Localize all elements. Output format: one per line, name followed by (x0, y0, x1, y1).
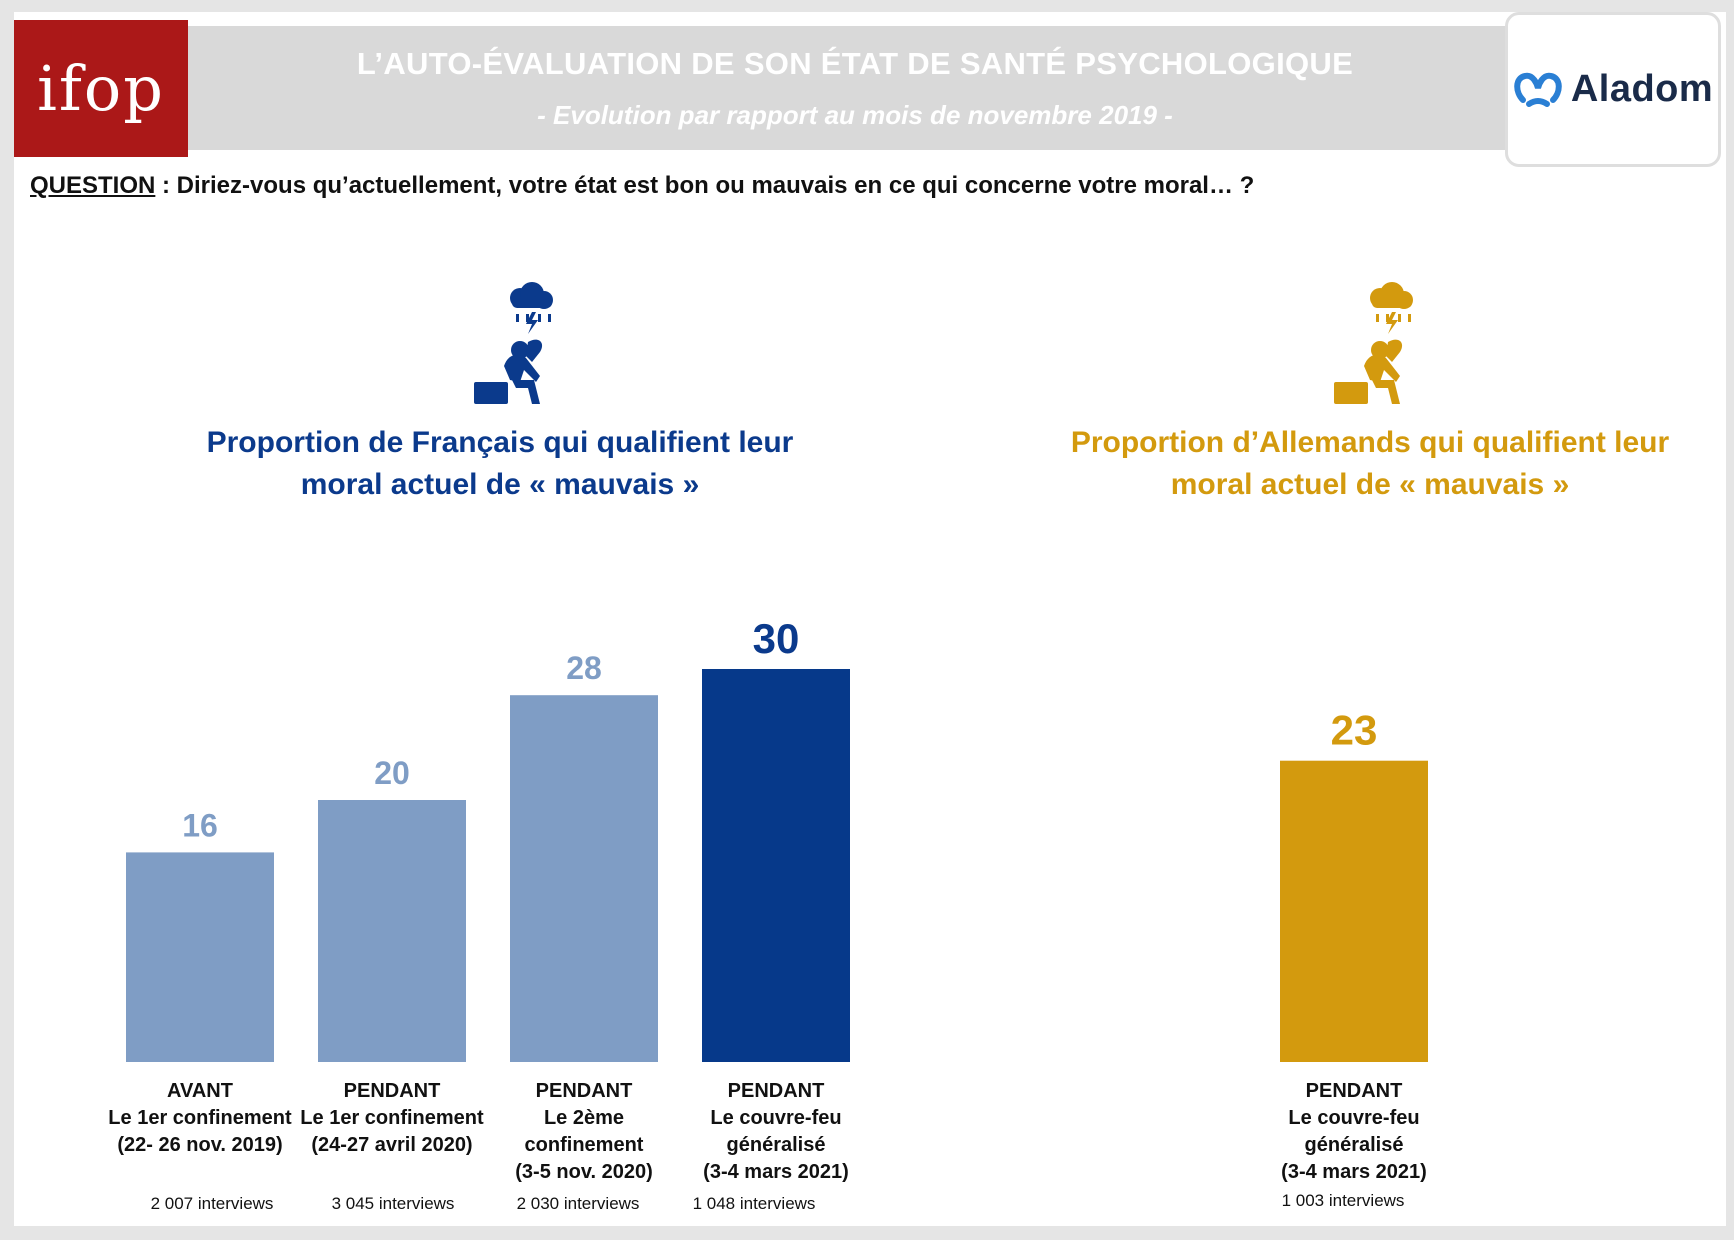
interviews-label: 1 048 interviews (693, 1194, 816, 1213)
aladom-logo-icon (1514, 72, 1562, 107)
bar (126, 852, 274, 1062)
interviews-label: 1 003 interviews (1282, 1191, 1405, 1210)
aladom-logo: Aladom (1505, 12, 1721, 167)
aladom-logo-text: Aladom (1570, 68, 1714, 110)
category-label: PENDANT (1306, 1080, 1403, 1102)
category-label: Le 1er confinement (300, 1107, 484, 1129)
bar (510, 695, 658, 1062)
bar (702, 669, 850, 1062)
question-text: Diriez-vous qu’actuellement, votre état … (176, 172, 1255, 199)
page-title: L’AUTO-ÉVALUATION DE SON ÉTAT DE SANTÉ P… (356, 46, 1354, 81)
category-label: (3-4 mars 2021) (1281, 1161, 1427, 1183)
category-label: Le 1er confinement (108, 1107, 292, 1129)
category-label: (22- 26 nov. 2019) (117, 1134, 282, 1156)
category-label: Le couvre-feu (1288, 1107, 1419, 1129)
question-label: QUESTION (30, 172, 156, 199)
interviews-label: 2 030 interviews (517, 1194, 640, 1213)
category-label: PENDANT (728, 1080, 825, 1102)
page-subtitle: - Evolution par rapport au mois de novem… (537, 100, 1173, 130)
data-label: 28 (566, 650, 602, 686)
data-label: 30 (753, 615, 800, 662)
category-label: (24-27 avril 2020) (311, 1134, 472, 1156)
category-label: (3-4 mars 2021) (703, 1161, 849, 1183)
category-label: Le 2ème (544, 1107, 624, 1129)
ifop-logo: ifop (14, 20, 188, 157)
chart-title-germany: Proportion d’Allemands qui qualifient le… (1070, 426, 1670, 501)
frame-border-top (0, 0, 1734, 12)
category-label: généralisé (1305, 1134, 1404, 1156)
interviews-label: 2 007 interviews (151, 1194, 274, 1213)
category-label: confinement (525, 1134, 644, 1156)
bar (1280, 760, 1428, 1062)
data-label: 20 (374, 755, 410, 791)
data-label: 16 (182, 807, 218, 843)
question-separator: : (155, 172, 177, 199)
chart-title-france: Proportion de Français qui qualifient le… (206, 426, 794, 501)
category-label: AVANT (167, 1080, 233, 1102)
frame-border-right (1726, 0, 1734, 1240)
sad-person-raincloud-icon (1334, 282, 1413, 404)
question-line: QUESTION : Diriez-vous qu’actuellement, … (30, 172, 1254, 200)
category-label: PENDANT (536, 1080, 633, 1102)
frame-border-left (0, 0, 14, 1240)
category-label: (3-5 nov. 2020) (515, 1161, 652, 1183)
sad-person-raincloud-icon (474, 282, 553, 404)
category-label: généralisé (727, 1134, 826, 1156)
bar (318, 800, 466, 1062)
data-label: 23 (1331, 707, 1378, 754)
frame-border-bottom (0, 1226, 1734, 1240)
ifop-logo-text: ifop (37, 52, 165, 125)
category-label: PENDANT (344, 1080, 441, 1102)
interviews-label: 3 045 interviews (332, 1194, 455, 1213)
category-label: Le couvre-feu (710, 1107, 841, 1129)
header-bar (14, 26, 1514, 150)
